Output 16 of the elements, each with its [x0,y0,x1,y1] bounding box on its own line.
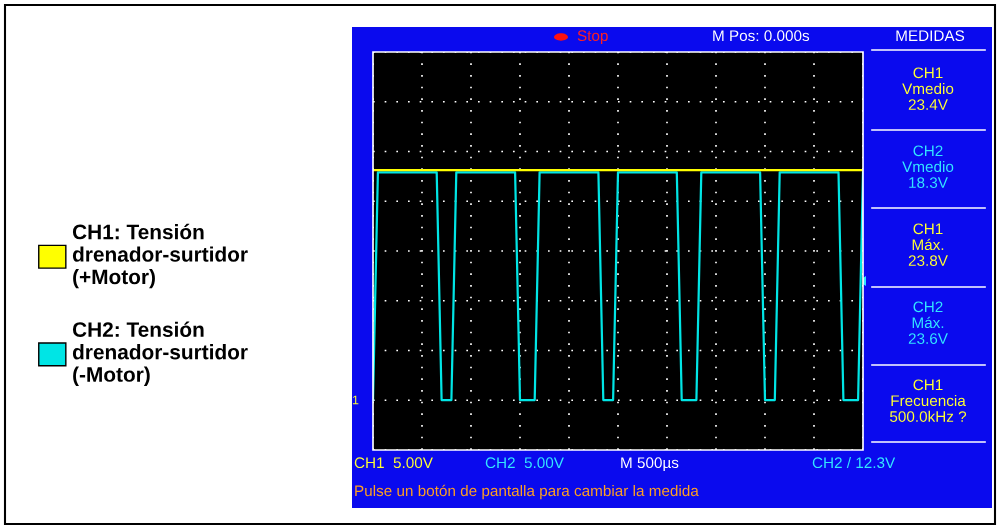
text: CH1 Frecuencia 500.0kHz ? [889,379,967,422]
text: CH1 Vmedio 23.4V [902,67,954,110]
text: M Pos: 0.000s [713,30,810,42]
text: M 500µs [621,457,679,472]
text: 1 [352,395,359,405]
text: CH1 5.00V [354,457,433,469]
text: CH2 Máx. 23.6V [908,301,948,344]
text: Stop [577,30,608,45]
text: MEDIDAS [896,30,965,42]
text: CH2 / 12.3V [812,456,896,469]
text: CH1 Máx. 23.8V [908,223,948,266]
text: CH2 Vmedio 18.3V [902,145,954,188]
text: CH2 5.00V [485,457,564,469]
legend-label: CH1: Tensión drenador-surtidor (+Motor) [72,223,248,289]
text: Pulse un botón de pantalla para cambiar la medida [355,484,699,500]
legend-label: CH2: Tensión drenador-surtidor (-Motor) [72,321,248,386]
